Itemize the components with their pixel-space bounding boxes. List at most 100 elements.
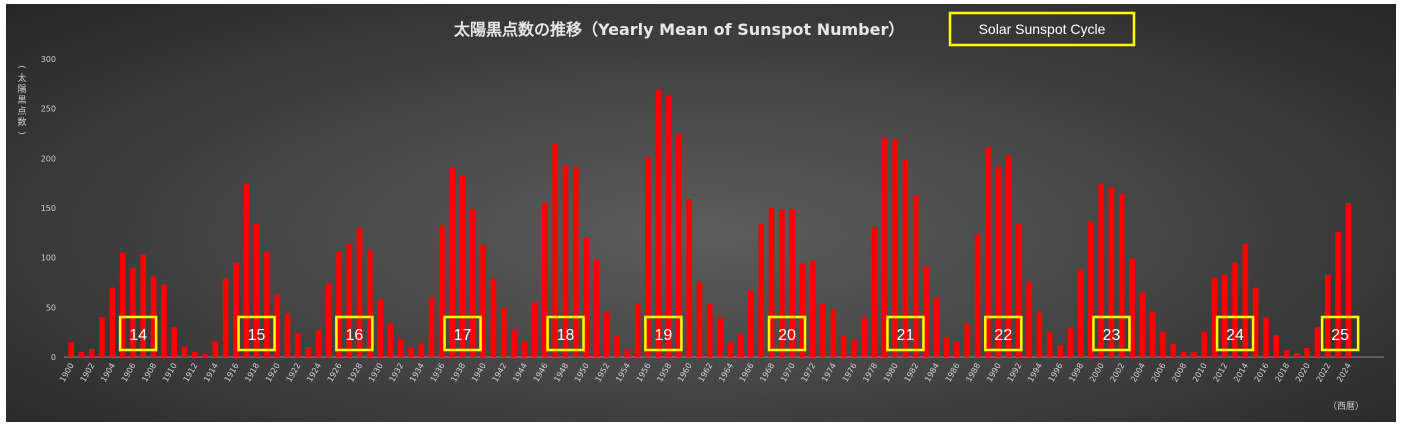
x-tick-label: 1908	[140, 362, 158, 384]
bar-1963	[717, 317, 723, 357]
bar-1984	[933, 297, 940, 357]
x-tick-label: 1988	[964, 362, 982, 384]
x-tick-label: 1950	[573, 362, 591, 384]
bar-1905	[119, 252, 126, 357]
bar-1914	[212, 341, 219, 357]
bar-1966	[748, 290, 754, 357]
x-tick-label: 1994	[1026, 362, 1044, 384]
cycle-label: 17	[454, 327, 472, 344]
bar-1918	[253, 222, 260, 357]
bar-1920	[274, 294, 280, 357]
x-tick-label: 1996	[1047, 362, 1065, 384]
cycle-box-18: 18	[546, 315, 585, 352]
bar-1923	[305, 347, 311, 357]
bar-2007	[1170, 344, 1177, 357]
x-tick-label: 1968	[758, 362, 776, 384]
y-tick-label: 250	[41, 105, 56, 114]
bar-2019	[1294, 353, 1300, 357]
y-axis-label-char: 太	[17, 72, 26, 84]
x-tick-label: 1920	[264, 362, 282, 384]
cycle-label: 21	[897, 327, 915, 344]
bar-1969	[779, 208, 785, 357]
bar-1907	[140, 254, 147, 357]
x-tick-label: 2006	[1150, 362, 1168, 384]
bar-1939	[470, 208, 476, 357]
bar-2001	[1108, 187, 1115, 357]
bar-1930	[377, 299, 383, 357]
bar-1968	[768, 208, 775, 357]
bar-1955	[634, 303, 641, 357]
x-tick-label: 2004	[1129, 362, 1147, 384]
bar-1961	[696, 281, 703, 357]
y-axis-label-char: 黒	[17, 95, 26, 106]
bar-1909	[161, 284, 167, 357]
bar-1953	[614, 336, 620, 357]
bar-1943	[511, 330, 517, 357]
bar-1994	[1036, 312, 1043, 357]
bar-1959	[676, 133, 682, 357]
y-tick-label: 150	[41, 204, 56, 213]
bar-1928	[356, 227, 363, 357]
bar-1925	[325, 283, 332, 357]
bar-1950	[583, 237, 589, 357]
bar-1937	[449, 167, 456, 357]
bar-1956	[645, 157, 651, 357]
bar-1992	[1015, 223, 1022, 357]
bar-2006	[1160, 332, 1166, 357]
x-tick-label: 1966	[738, 362, 756, 384]
cycle-label: 25	[1331, 327, 1349, 344]
bar-1996	[1057, 345, 1063, 357]
bar-2023	[1335, 231, 1341, 357]
bar-1911	[181, 347, 188, 357]
x-tick-label: 1942	[491, 362, 509, 384]
bar-1951	[593, 259, 600, 357]
y-tick-label: 50	[46, 303, 56, 312]
bar-1960	[686, 199, 692, 357]
x-tick-label: 1926	[326, 362, 344, 384]
sunspot-bar-chart: 太陽黒点数の推移（Yearly Mean of Sunspot Number） …	[16, 11, 1384, 412]
cycle-box-17: 17	[443, 315, 482, 352]
x-tick-label: 1914	[202, 362, 220, 384]
x-tick-label: 1946	[532, 362, 550, 384]
bar-1964	[727, 342, 734, 357]
x-tick-label: 2008	[1170, 362, 1188, 384]
bar-1990	[995, 166, 1001, 357]
bar-2016	[1263, 317, 1269, 357]
x-tick-label: 1916	[223, 362, 241, 384]
bar-2013	[1232, 262, 1238, 357]
bar-1987	[964, 323, 971, 357]
bar-1913	[202, 354, 208, 357]
bar-1977	[861, 317, 868, 357]
bar-1934	[418, 343, 425, 357]
legend-label: Solar Sunspot Cycle	[979, 21, 1106, 37]
x-tick-label: 1940	[470, 362, 488, 384]
y-tick-label: 100	[41, 254, 56, 263]
bar-1916	[233, 262, 239, 357]
cycle-box-24: 24	[1215, 315, 1255, 352]
x-tick-label: 1918	[243, 362, 261, 384]
bar-1929	[367, 249, 373, 357]
bar-1975	[840, 335, 847, 357]
y-axis-label-char: )	[16, 131, 26, 135]
bar-1997	[1067, 328, 1074, 357]
chart-frame: 太陽黒点数の推移（Yearly Mean of Sunspot Number） …	[6, 4, 1396, 422]
bar-2009	[1191, 352, 1197, 357]
y-axis-label-char: (	[16, 65, 26, 69]
x-tick-label: 1954	[614, 362, 632, 384]
bar-2005	[1149, 311, 1156, 357]
bar-1926	[336, 251, 342, 357]
x-tick-label: 1928	[346, 362, 364, 384]
bar-1927	[346, 243, 353, 357]
y-axis-label: (太陽黒点数)	[16, 65, 27, 135]
bar-1999	[1088, 220, 1094, 357]
bar-1912	[191, 352, 198, 357]
cycle-label: 22	[994, 327, 1012, 344]
bar-1933	[408, 348, 414, 357]
y-axis-label-char: 点	[17, 106, 26, 117]
cycle-box-20: 20	[767, 315, 807, 352]
bar-1902	[88, 349, 95, 357]
bar-1995	[1046, 332, 1053, 357]
bar-1981	[902, 159, 909, 357]
cycle-box-25: 25	[1320, 315, 1360, 352]
x-tick-label: 1956	[635, 362, 653, 384]
